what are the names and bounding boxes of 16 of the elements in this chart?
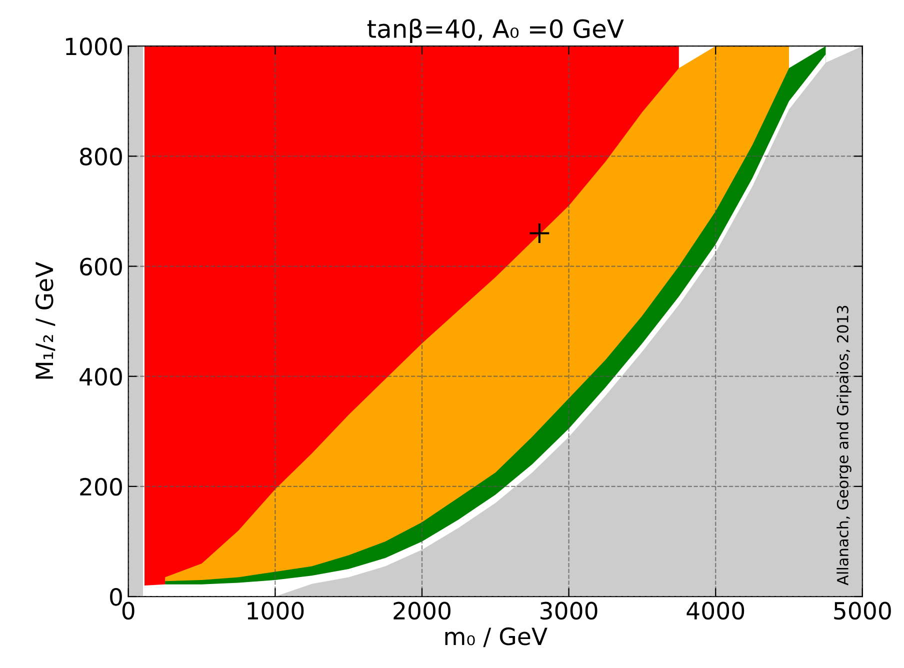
x-tick-label: 0 xyxy=(122,602,134,620)
x-axis-title: m₀ / GeV xyxy=(445,627,548,648)
x-tick-label: 4000 xyxy=(686,602,744,620)
x-tick-label: 5000 xyxy=(834,602,891,620)
y-tick-label: 800 xyxy=(80,148,122,166)
y-tick-label: 600 xyxy=(80,258,122,276)
chart-title: tanβ=40, A₀ =0 GeV xyxy=(367,18,624,43)
y-tick-label: 200 xyxy=(80,478,122,496)
x-tick-label: 3000 xyxy=(540,602,598,620)
x-tick-label: 1000 xyxy=(248,602,304,620)
y-axis-title: M₁/₂ / GeV xyxy=(35,262,56,379)
y-tick-label: 1000 xyxy=(66,38,122,56)
y-tick-label: 0 xyxy=(110,588,122,606)
y-tick-label: 400 xyxy=(80,368,122,386)
annotation: Allanach, George and Gripaios, 2013 xyxy=(836,306,852,586)
x-tick-label: 2000 xyxy=(394,602,450,620)
